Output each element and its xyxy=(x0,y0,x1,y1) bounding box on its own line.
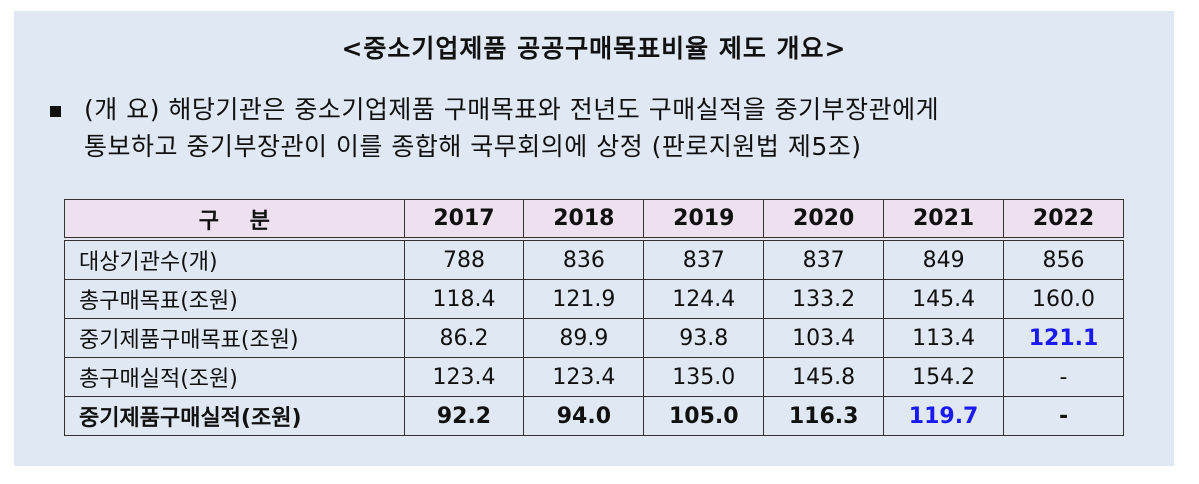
overview-panel: <중소기업제품 공공구매목표비율 제도 개요> (개 요) 해당기관은 중소기업… xyxy=(14,11,1174,466)
table-row: 총구매목표(조원) 118.4 121.9 124.4 133.2 145.4 … xyxy=(64,279,1124,319)
cell: 849 xyxy=(883,238,1005,280)
overview-text: (개 요) 해당기관은 중소기업제품 구매목표와 전년도 구매실적을 중기부장관… xyxy=(84,91,1170,165)
overview-line-1: (개 요) 해당기관은 중소기업제품 구매목표와 전년도 구매실적을 중기부장관… xyxy=(84,95,940,124)
cell: 837 xyxy=(643,238,765,280)
table-row: 총구매실적(조원) 123.4 123.4 135.0 145.8 154.2 … xyxy=(64,357,1124,397)
row-label: 중기제품구매실적(조원) xyxy=(64,396,405,436)
cell: 145.4 xyxy=(883,279,1005,319)
cell: 116.3 xyxy=(763,396,885,436)
header-2020: 2020 xyxy=(763,199,885,241)
page-title: <중소기업제품 공공구매목표비율 제도 개요> xyxy=(341,34,847,63)
cell: 160.0 xyxy=(1003,279,1124,319)
cell: 124.4 xyxy=(643,279,765,319)
header-row: 구 분 2017 2018 2019 2020 2021 2022 xyxy=(64,199,1124,241)
row-label: 중기제품구매목표(조원) xyxy=(64,318,405,358)
overview-line-2: 통보하고 중기부장관이 이를 종합해 국무회의에 상정 (판로지원법 제5조) xyxy=(84,132,862,161)
cell: - xyxy=(1003,357,1124,397)
cell: 89.9 xyxy=(523,318,645,358)
purchase-target-table: 구 분 2017 2018 2019 2020 2021 2022 대상기관수(… xyxy=(64,199,1124,436)
cell: 94.0 xyxy=(523,396,645,436)
header-2021: 2021 xyxy=(883,199,1005,241)
cell: 837 xyxy=(763,238,885,280)
cell: 113.4 xyxy=(883,318,1005,358)
cell: 123.4 xyxy=(523,357,645,397)
square-bullet-icon xyxy=(50,106,61,117)
cell: 836 xyxy=(523,238,645,280)
cell: 103.4 xyxy=(763,318,885,358)
table-row: 중기제품구매목표(조원) 86.2 89.9 93.8 103.4 113.4 … xyxy=(64,318,1124,358)
row-label: 총구매목표(조원) xyxy=(64,279,405,319)
cell: 93.8 xyxy=(643,318,765,358)
row-label: 대상기관수(개) xyxy=(64,238,405,280)
header-2017: 2017 xyxy=(403,199,525,241)
table-row: 대상기관수(개) 788 836 837 837 849 856 xyxy=(64,238,1124,280)
highlighted-cell: 119.7 xyxy=(883,396,1005,436)
cell: - xyxy=(1003,396,1124,436)
header-2022: 2022 xyxy=(1003,199,1124,241)
cell: 145.8 xyxy=(763,357,885,397)
cell: 105.0 xyxy=(643,396,765,436)
cell: 133.2 xyxy=(763,279,885,319)
cell: 154.2 xyxy=(883,357,1005,397)
header-category: 구 분 xyxy=(64,199,405,241)
header-2019: 2019 xyxy=(643,199,765,241)
cell: 86.2 xyxy=(403,318,525,358)
cell: 788 xyxy=(403,238,525,280)
row-label: 총구매실적(조원) xyxy=(64,357,405,397)
cell: 123.4 xyxy=(403,357,525,397)
highlighted-cell: 121.1 xyxy=(1003,318,1124,358)
cell: 856 xyxy=(1003,238,1124,280)
cell: 118.4 xyxy=(403,279,525,319)
cell: 92.2 xyxy=(403,396,525,436)
cell: 135.0 xyxy=(643,357,765,397)
overview-bullet: (개 요) 해당기관은 중소기업제품 구매목표와 전년도 구매실적을 중기부장관… xyxy=(50,91,1170,165)
cell: 121.9 xyxy=(523,279,645,319)
header-2018: 2018 xyxy=(523,199,645,241)
table-row: 중기제품구매실적(조원) 92.2 94.0 105.0 116.3 119.7… xyxy=(64,396,1124,436)
